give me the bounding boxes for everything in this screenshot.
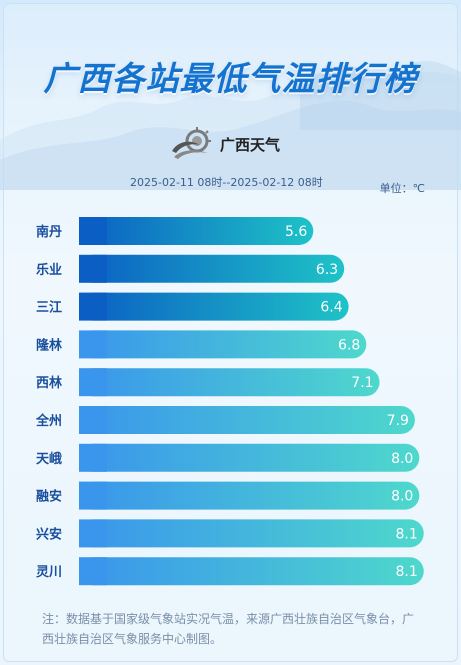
- chart-title: 广西各站最低气温排行榜: [43, 59, 418, 98]
- weather-logo-icon: [172, 127, 211, 159]
- mountain-background: [0, 61, 461, 190]
- footnote: 注：数据基于国家级气象站实况气温，来源广西壮族自治区气象台，广西壮族自治区气象服…: [42, 612, 415, 646]
- brand-logo: 广西天气: [170, 127, 280, 161]
- unit-label: 单位：℃: [379, 182, 425, 195]
- logo-text: 广西天气: [220, 135, 281, 154]
- time-period: 2025-02-11 08时--2025-02-12 08时: [130, 176, 323, 189]
